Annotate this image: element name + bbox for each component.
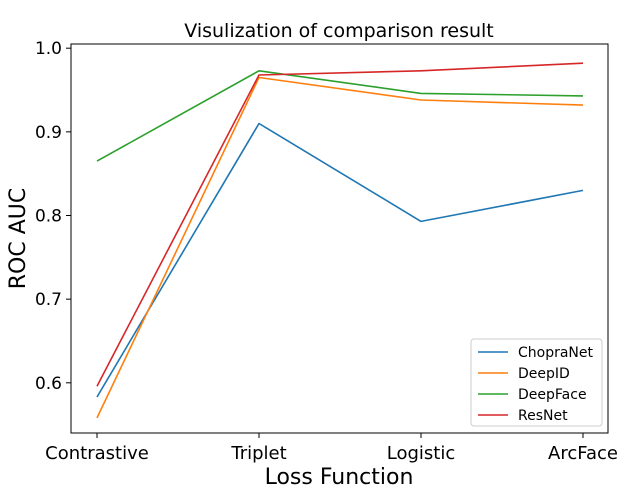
x-tick-label: Contrastive (45, 443, 149, 464)
series-layer (96, 62, 584, 419)
series-line-resnet (96, 62, 584, 387)
y-tick-label: 1.0 (35, 39, 62, 59)
x-tick-label: ArcFace (548, 443, 618, 464)
x-tick-label: Triplet (230, 443, 286, 464)
series-line-deepid (96, 76, 584, 419)
y-tick-label: 0.7 (35, 290, 62, 310)
x-tick-label: Logistic (387, 443, 455, 464)
y-axis: 0.6 0.7 0.8 0.9 1.0 (35, 39, 71, 394)
chart-title: Visulization of comparison result (184, 20, 494, 42)
legend: ChopraNet DeepID DeepFace ResNet (470, 338, 603, 427)
plot-frame (70, 43, 609, 434)
plot-area: 0.6 0.7 0.8 0.9 1.0 Contrastive Triplet Logist… (35, 39, 618, 464)
legend-label-resnet: ResNet (518, 408, 568, 424)
x-axis: Contrastive Triplet Logistic ArcFace (45, 433, 618, 464)
y-tick-label: 0.6 (35, 374, 62, 394)
legend-label-deepface: DeepFace (518, 387, 587, 403)
legend-box (470, 338, 603, 427)
x-axis-label: Loss Function (265, 465, 414, 490)
series-line-chopranet (96, 122, 584, 398)
legend-label-chopranet: ChopraNet (518, 345, 594, 361)
y-tick-label: 0.8 (35, 206, 62, 226)
y-axis-label: ROC AUC (6, 188, 31, 289)
legend-label-deepid: DeepID (518, 366, 570, 382)
y-tick-label: 0.9 (35, 123, 62, 143)
series-line-deepface (96, 70, 584, 162)
